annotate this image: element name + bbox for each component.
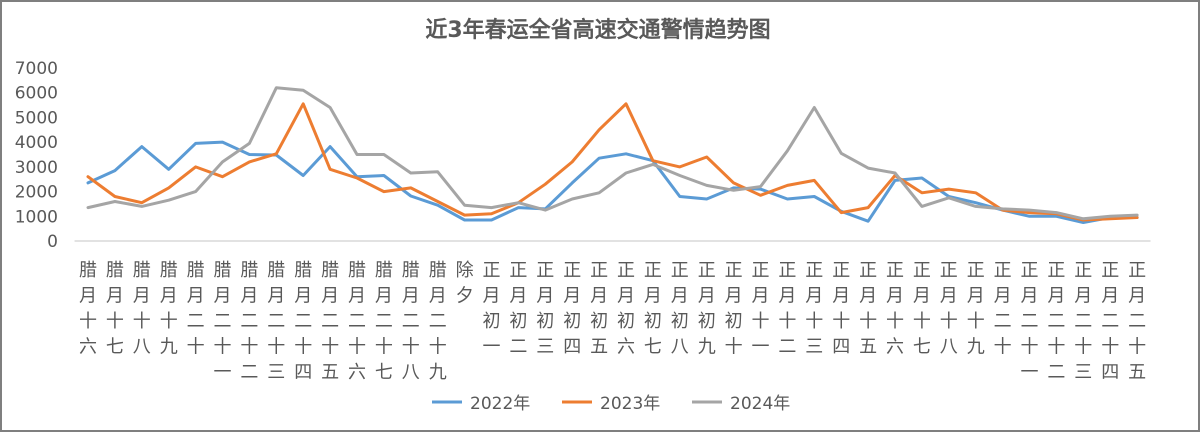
x-axis: 腊月十六腊月十七腊月十八腊月十九腊月二十腊月二十一腊月二十二腊月二十三腊月二十四… [79,260,1146,383]
legend-label: 2024年 [730,394,790,414]
y-tick-label: 4000 [15,133,58,153]
y-tick-label: 6000 [15,84,58,104]
legend: 2022年 2023年 2024年 [432,394,790,414]
series-line [86,86,1139,221]
legend-label: 2022年 [470,394,530,414]
y-tick-label: 7000 [15,59,58,79]
x-tick-label: 正月初七 [644,260,662,358]
y-tick-label: 5000 [15,108,58,128]
x-tick-label: 腊月十九 [160,260,178,358]
x-tick-label: 正月十八 [940,260,958,358]
x-tick-label: 腊月二十六 [348,260,366,383]
x-tick-label: 正月二十二 [1047,260,1065,383]
x-tick-label: 正月初二 [509,260,527,358]
x-tick-label: 腊月二十一 [214,260,232,383]
x-tick-label: 腊月二十五 [321,260,339,383]
x-tick-label: 正月初十 [725,260,743,358]
x-tick-label: 正月十七 [913,260,931,358]
x-tick-label: 正月十二 [778,260,796,358]
x-tick-label: 腊月二十八 [402,260,420,383]
x-tick-label: 正月十一 [752,260,770,358]
chart-title: 近3年春运全省高速交通警情趋势图 [425,18,771,43]
x-tick-label: 正月初一 [483,260,501,358]
x-tick-label: 正月十六 [886,260,904,358]
x-tick-label: 腊月二十九 [429,260,447,383]
x-tick-label: 正月二十三 [1074,260,1092,383]
x-tick-label: 正月初三 [536,260,554,358]
x-tick-label: 腊月二十三 [267,260,285,383]
series-group [86,86,1139,224]
x-tick-label: 正月初六 [617,260,635,358]
x-tick-label: 正月十三 [805,260,823,358]
x-tick-label: 正月十四 [832,260,850,358]
x-tick-label: 正月二十四 [1101,260,1119,383]
legend-label: 2023年 [600,394,660,414]
x-tick-label: 正月十五 [859,260,877,358]
x-tick-label: 正月初九 [698,260,716,358]
x-tick-label: 腊月二十四 [294,260,312,383]
y-axis: 0 1000 2000 3000 4000 5000 6000 7000 [15,59,58,252]
x-tick-label: 腊月二十 [187,260,205,358]
y-tick-label: 3000 [15,158,58,178]
x-tick-label: 正月初五 [590,260,608,358]
series-line [86,140,1139,224]
x-tick-label: 正月初八 [671,260,689,358]
x-tick-label: 腊月十六 [79,260,97,358]
x-tick-label: 腊月十七 [106,260,124,358]
x-tick-label: 腊月二十七 [375,260,393,383]
x-tick-label: 正月十九 [967,260,985,358]
x-tick-label: 正月初四 [563,260,581,358]
x-tick-label: 除夕 [456,260,474,307]
x-tick-label: 正月二十五 [1128,260,1146,383]
x-tick-label: 正月二十 [994,260,1012,358]
x-tick-label: 腊月二十二 [240,260,258,383]
x-tick-label: 正月二十一 [1021,260,1039,383]
series-line [86,102,1139,222]
y-tick-label: 2000 [15,183,58,203]
y-tick-label: 0 [47,232,58,252]
x-tick-label: 腊月十八 [133,260,151,358]
y-tick-label: 1000 [15,207,58,227]
